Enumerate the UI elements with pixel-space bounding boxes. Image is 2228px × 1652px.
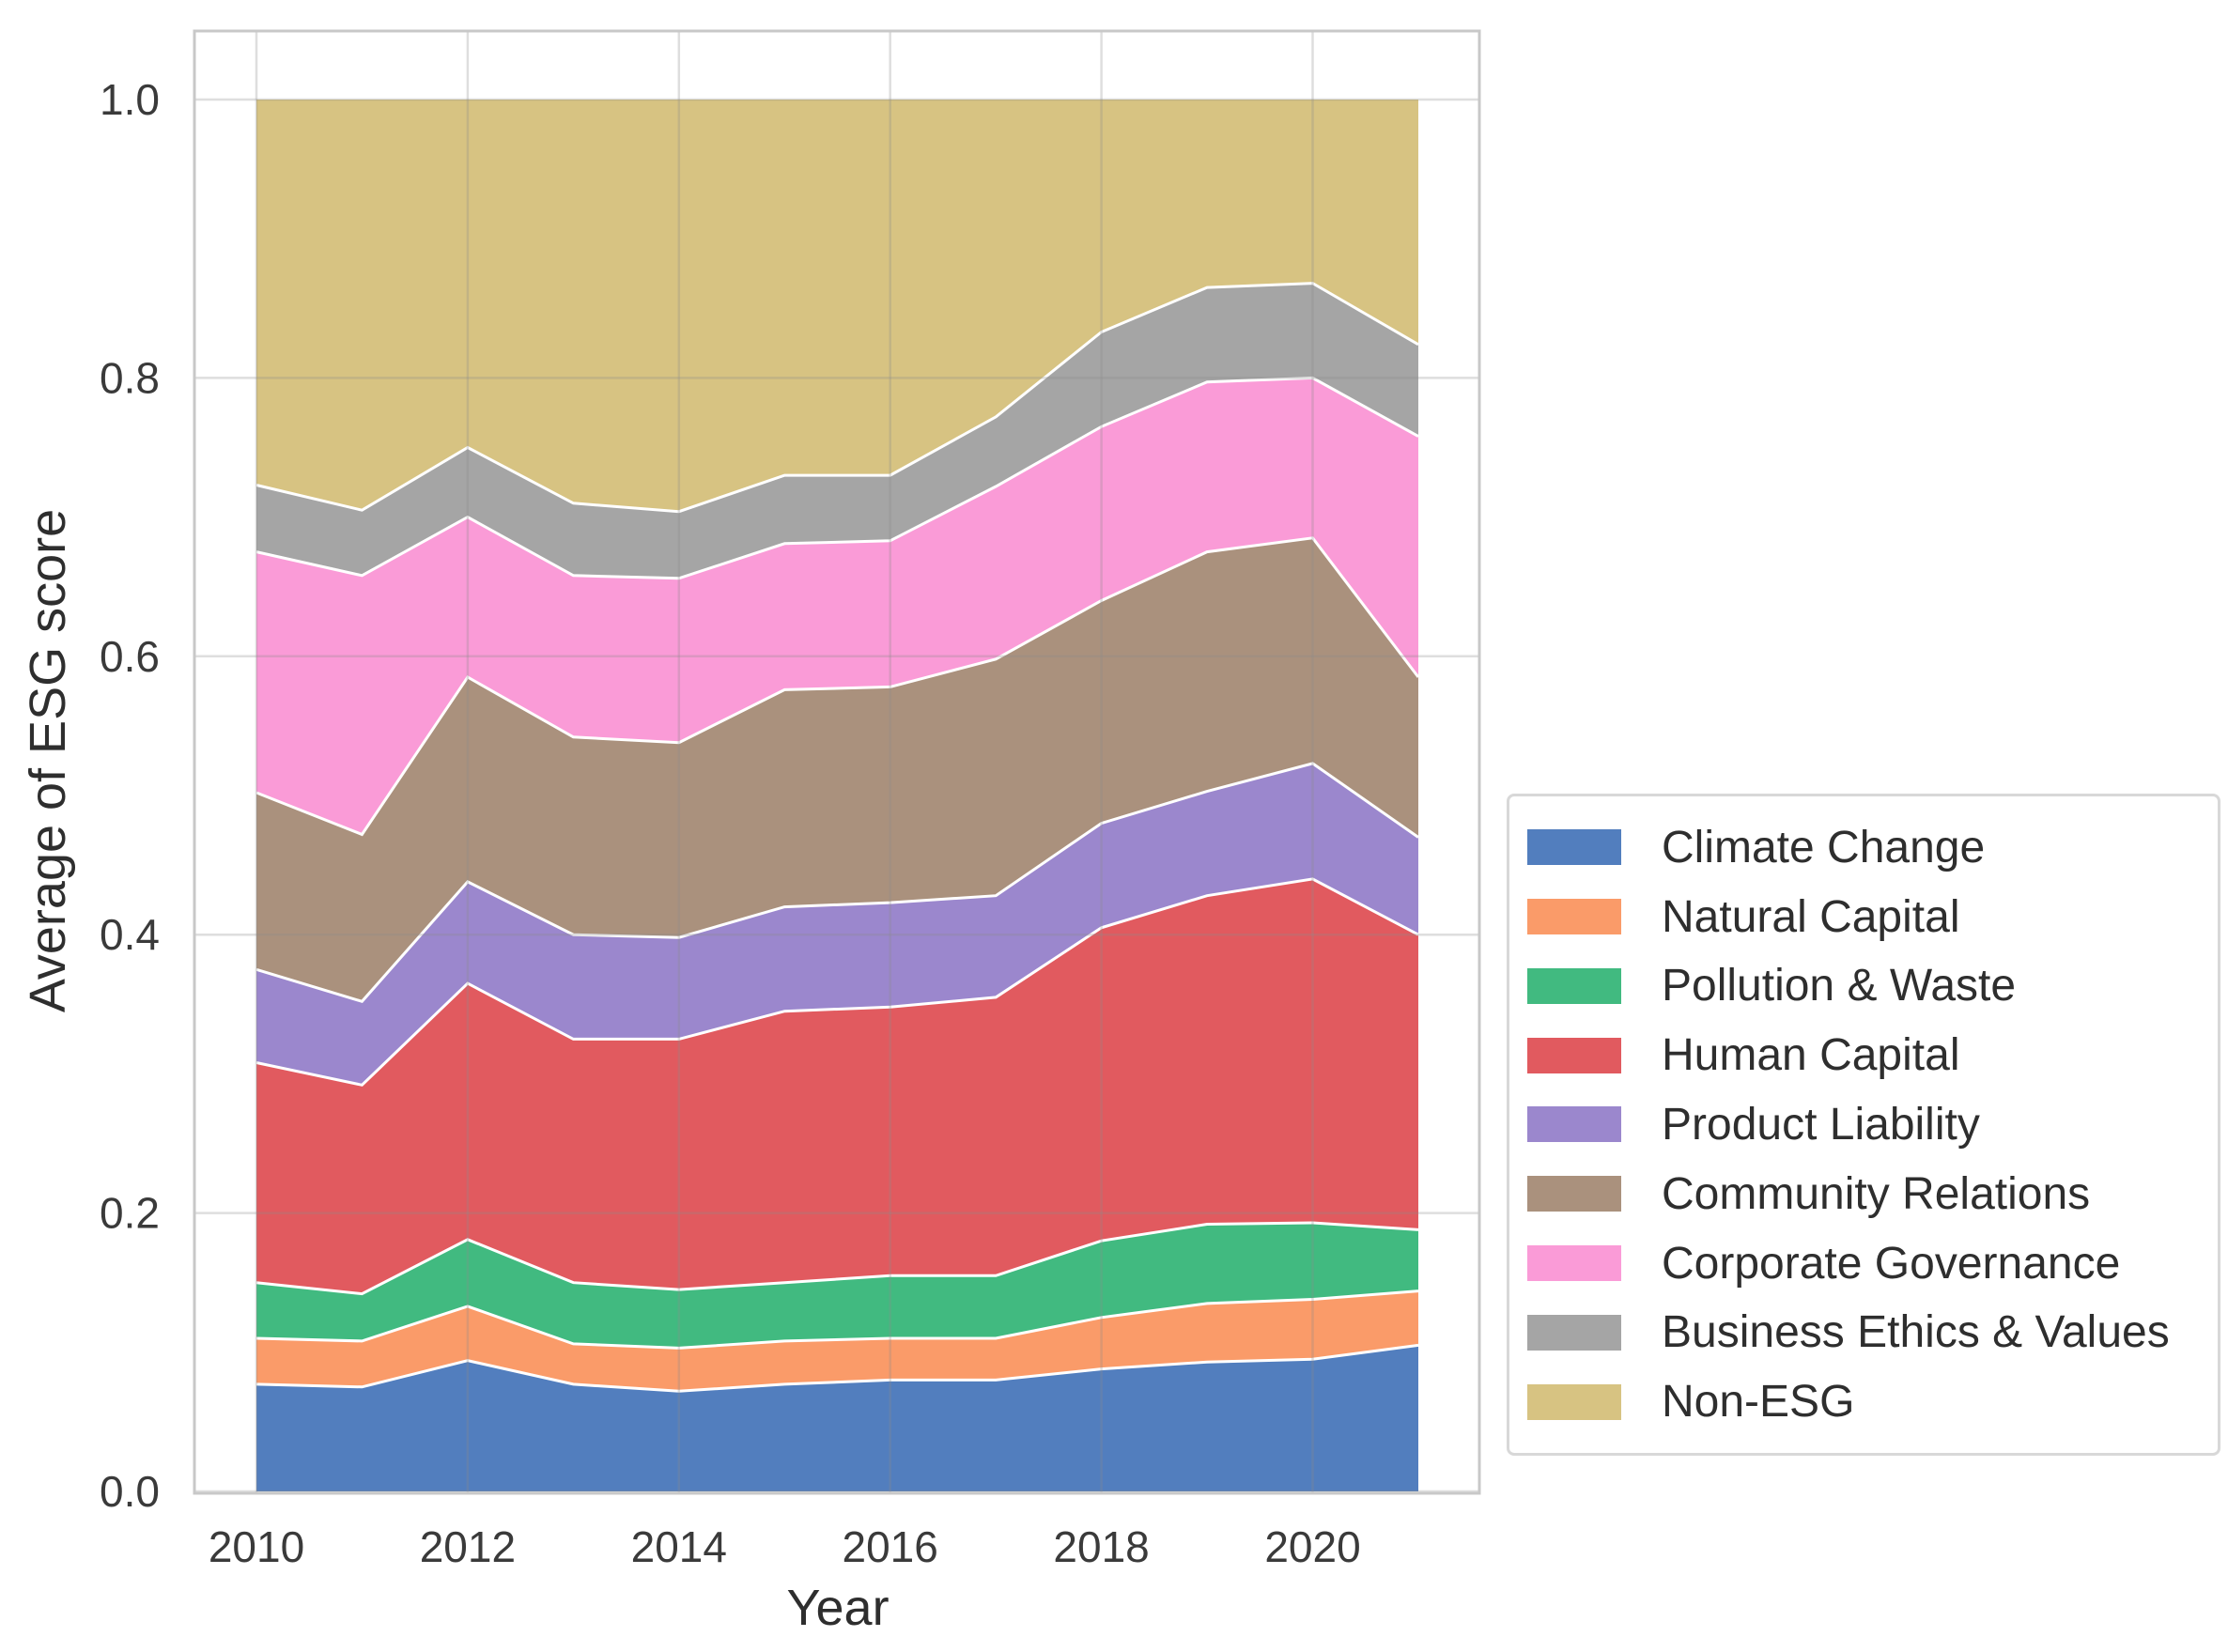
legend-label: Business Ethics & Values xyxy=(1662,1307,2170,1358)
legend-label: Natural Capital xyxy=(1662,891,1960,942)
legend-item: Climate Change xyxy=(1527,822,2218,873)
series-boundary xyxy=(255,376,1419,580)
legend-swatch-icon xyxy=(1527,1314,1621,1351)
series-boundary xyxy=(255,762,1419,1004)
series-boundary xyxy=(255,282,1419,514)
x-tick-label: 2012 xyxy=(420,1522,516,1571)
area-series-business-ethics-values xyxy=(256,283,1418,579)
legend-item: Community Relations xyxy=(1527,1168,2218,1220)
legend-item: Pollution & Waste xyxy=(1527,960,2218,1011)
series-boundary xyxy=(255,1289,1419,1350)
x-tick-label: 2010 xyxy=(209,1522,304,1571)
legend-item: Corporate Governance xyxy=(1527,1238,2218,1289)
area-series-community-relations xyxy=(256,537,1418,1002)
y-tick-label: 0.0 xyxy=(100,1467,160,1516)
x-tick-label: 2014 xyxy=(631,1522,727,1571)
x-tick-label: 2018 xyxy=(1053,1522,1149,1571)
x-tick-label: 2016 xyxy=(843,1522,938,1571)
area-series-product-liability xyxy=(256,763,1418,1086)
legend-label: Corporate Governance xyxy=(1662,1238,2121,1289)
area-series-non-esg xyxy=(256,100,1418,512)
legend-label: Non-ESG xyxy=(1662,1377,1855,1428)
legend-item: Business Ethics & Values xyxy=(1527,1306,2218,1358)
x-axis-title: Year xyxy=(786,1580,890,1636)
plot-frame xyxy=(193,29,1481,1495)
series-boundary xyxy=(255,536,1420,837)
legend-item: Human Capital xyxy=(1527,1029,2218,1081)
legend-swatch-icon xyxy=(1527,829,1621,866)
legend-swatch-icon xyxy=(1527,1176,1621,1212)
legend-item: Natural Capital xyxy=(1527,891,2218,943)
y-tick-label: 0.4 xyxy=(100,910,160,959)
legend-swatch-icon xyxy=(1527,1383,1621,1420)
area-series-pollution-waste xyxy=(256,1223,1418,1349)
y-tick-label: 0.6 xyxy=(100,632,160,681)
legend-label: Product Liability xyxy=(1662,1099,1980,1150)
legend-label: Climate Change xyxy=(1662,822,1986,872)
area-series-corporate-governance xyxy=(256,378,1418,835)
legend-item: Product Liability xyxy=(1527,1099,2218,1150)
x-tick-label: 2020 xyxy=(1264,1522,1360,1571)
legend: Climate Change Natural Capital Pollution &… xyxy=(1507,794,2220,1456)
area-series-human-capital xyxy=(256,878,1418,1294)
legend-swatch-icon xyxy=(1527,1106,1621,1143)
legend-swatch-icon xyxy=(1527,899,1621,935)
series-boundary xyxy=(255,1343,1419,1393)
series-boundary xyxy=(255,1221,1419,1296)
series-boundary xyxy=(255,877,1419,1087)
y-tick-label: 0.2 xyxy=(100,1189,160,1238)
legend-label: Human Capital xyxy=(1662,1030,1960,1081)
area-series-climate-change xyxy=(256,1345,1418,1491)
legend-swatch-icon xyxy=(1527,1037,1621,1073)
legend-swatch-icon xyxy=(1527,967,1621,1004)
legend-item: Non-ESG xyxy=(1527,1376,2218,1428)
y-tick-label: 1.0 xyxy=(100,75,160,124)
legend-label: Community Relations xyxy=(1662,1168,2091,1219)
legend-label: Pollution & Waste xyxy=(1662,961,2017,1011)
y-tick-label: 0.8 xyxy=(100,353,160,402)
legend-swatch-icon xyxy=(1527,1245,1621,1282)
y-axis-title: Average of ESG score xyxy=(20,508,76,1013)
